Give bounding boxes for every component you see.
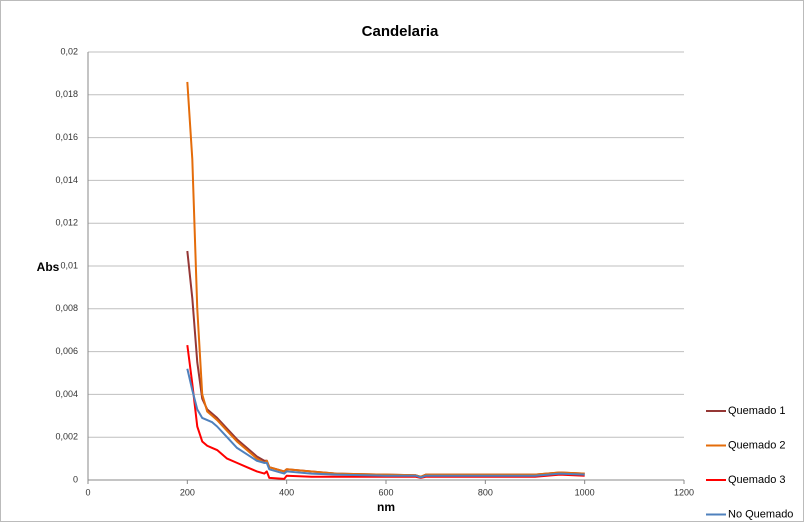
x-tick-label: 1000 <box>575 487 595 497</box>
legend-label: No Quemado <box>728 508 793 520</box>
x-tick-label: 800 <box>478 487 493 497</box>
x-tick-label: 0 <box>85 487 90 497</box>
y-tick-label: 0,004 <box>55 389 78 399</box>
y-tick-label: 0,018 <box>55 89 78 99</box>
x-tick-label: 400 <box>279 487 294 497</box>
y-tick-label: 0,012 <box>55 218 78 228</box>
series-line <box>186 345 585 480</box>
y-tick-label: 0,016 <box>55 132 78 142</box>
legend-label: Quemado 1 <box>728 405 785 417</box>
y-tick-label: 0,008 <box>55 303 78 313</box>
legend-label: Quemado 3 <box>728 474 785 486</box>
x-tick-label: 200 <box>180 487 195 497</box>
legend-label: Quemado 2 <box>728 439 785 451</box>
y-tick-label: 0,006 <box>55 346 78 356</box>
x-axis-label: nm <box>377 500 395 514</box>
y-tick-label: 0,014 <box>55 175 78 185</box>
y-axis-label: Abs <box>37 260 60 274</box>
y-tick-label: 0,01 <box>60 260 78 270</box>
y-tick-label: 0 <box>73 474 78 484</box>
x-tick-label: 600 <box>378 487 393 497</box>
y-tick-label: 0,02 <box>60 46 78 56</box>
series-line <box>186 368 585 479</box>
x-tick-label: 1200 <box>674 487 694 497</box>
y-tick-label: 0,002 <box>55 432 78 442</box>
chart-title: Candelaria <box>362 23 439 40</box>
